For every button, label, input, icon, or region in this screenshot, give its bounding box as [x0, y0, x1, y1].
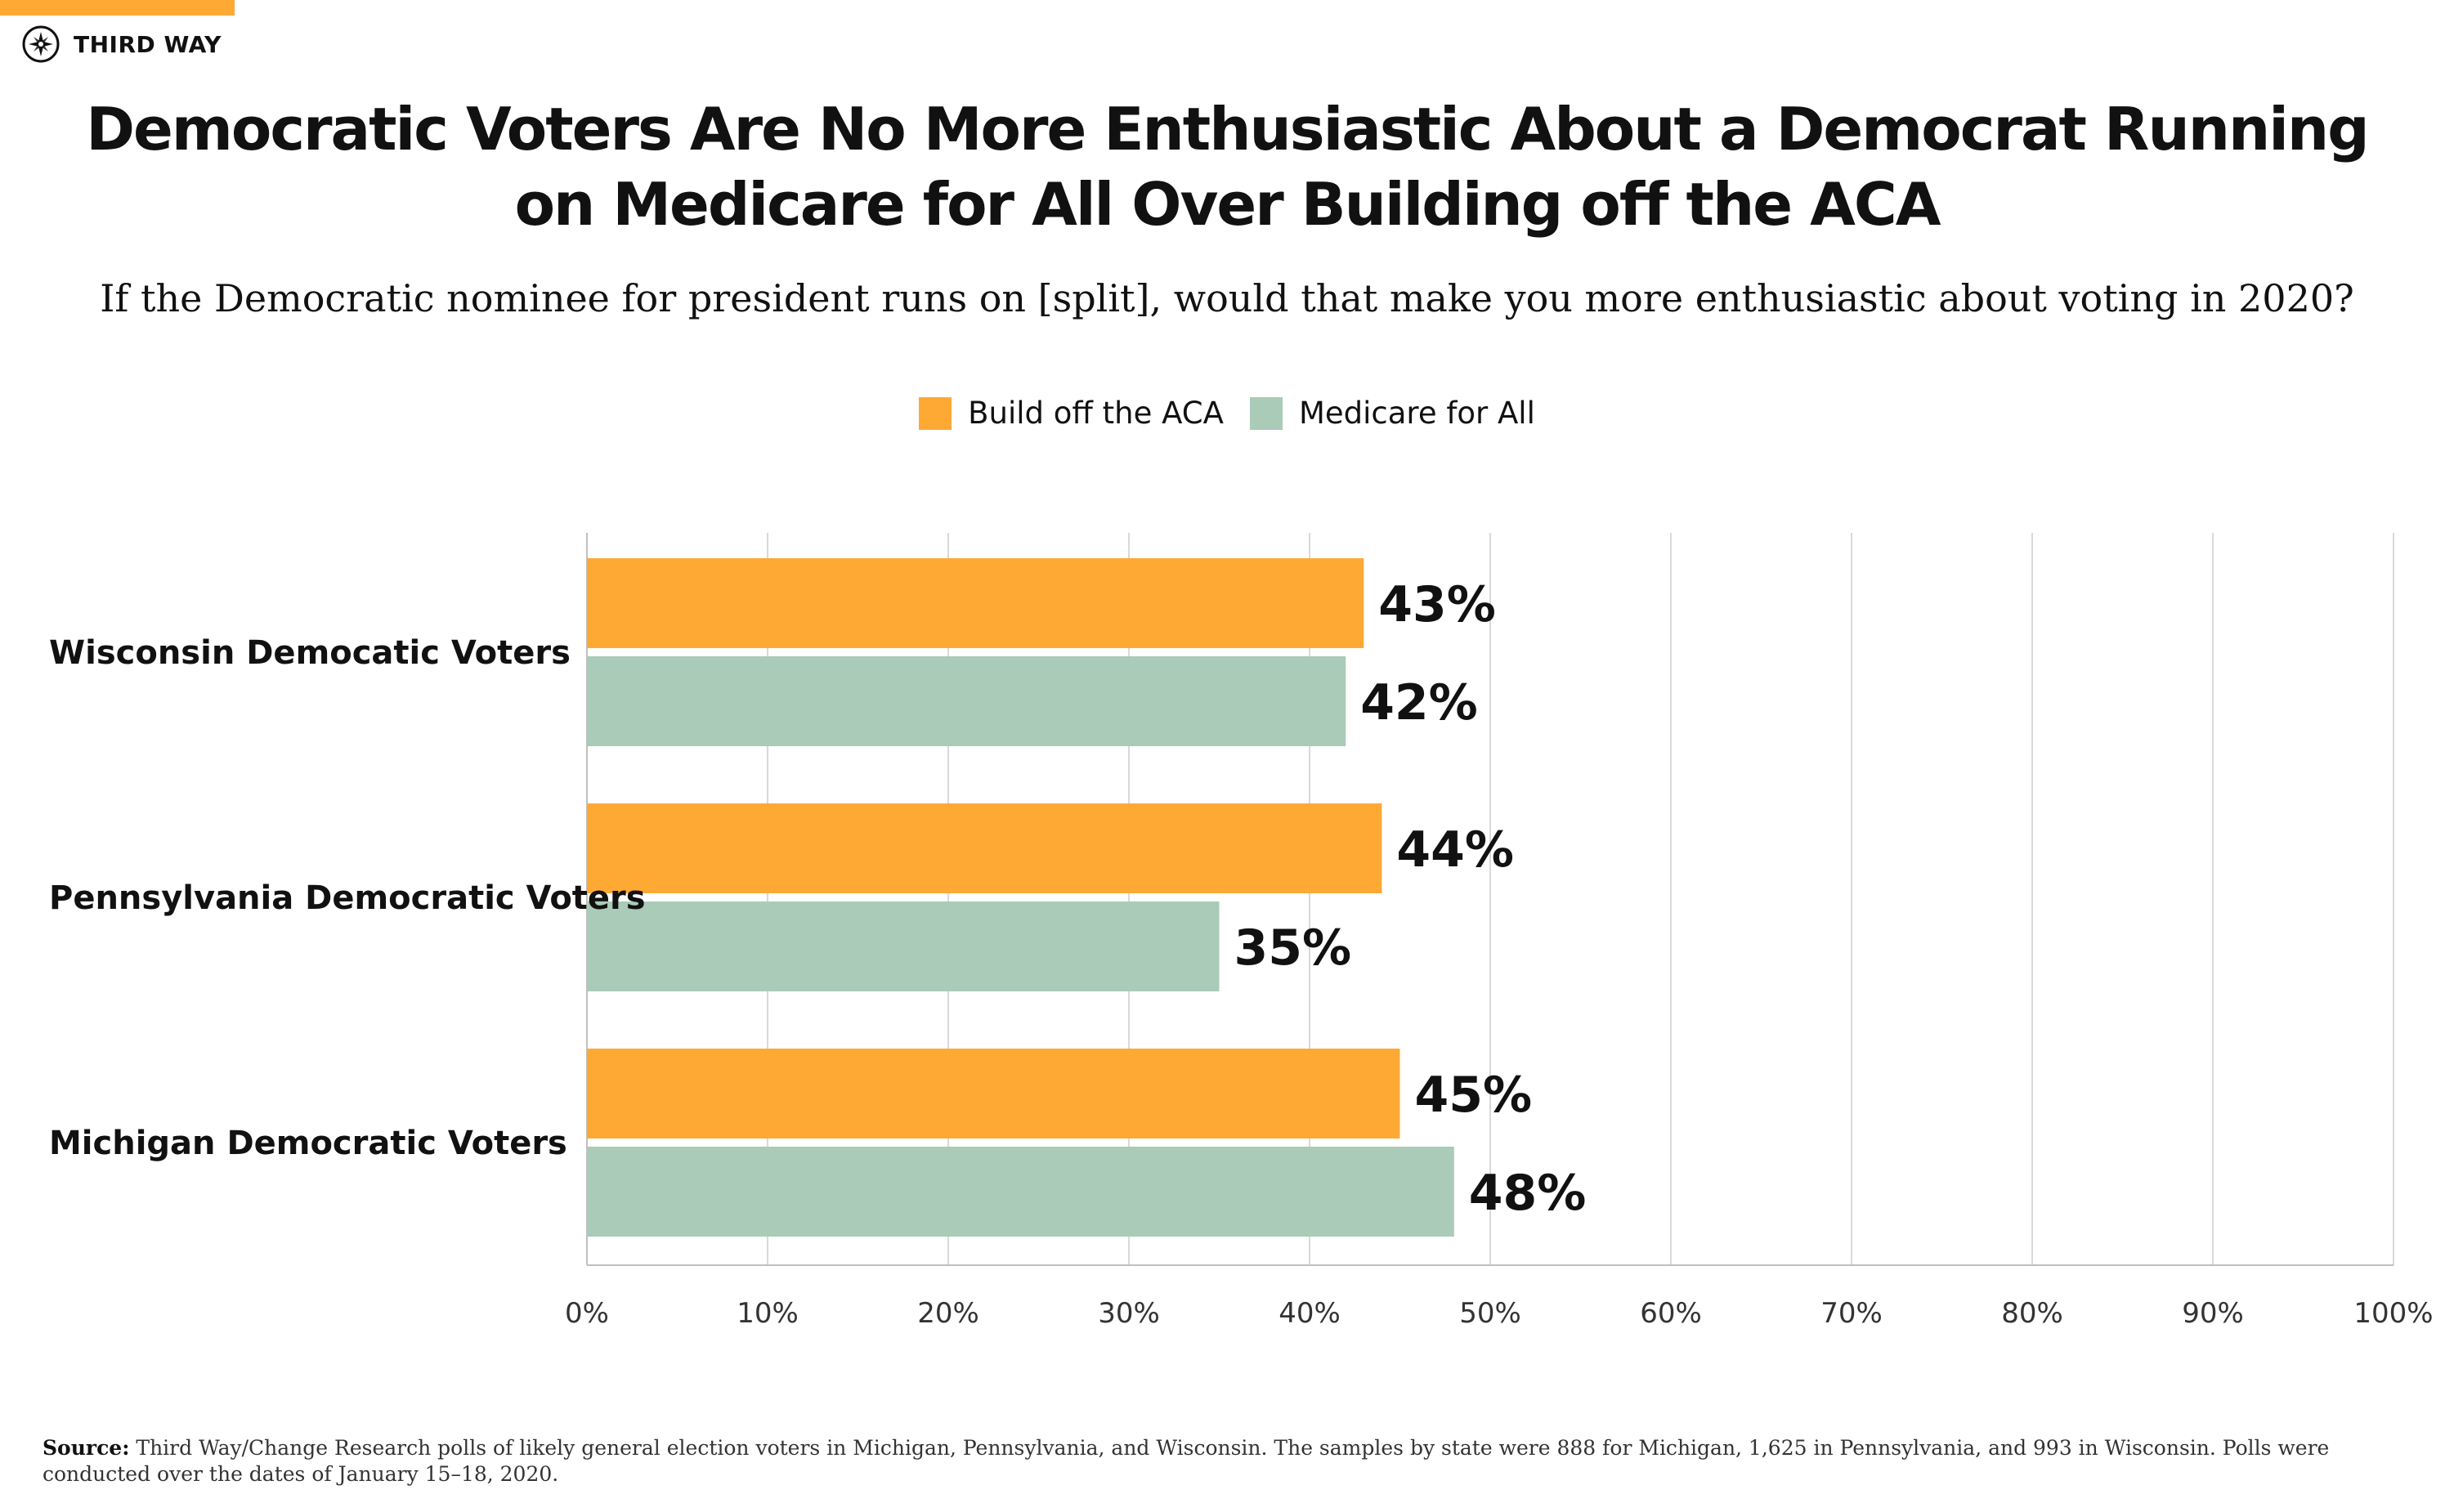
bar-aca-1 [587, 803, 1382, 893]
compass-icon [22, 25, 60, 63]
x-tick-label-10: 10% [737, 1297, 799, 1330]
category-label-0: Wisconsin Democatic Voters [49, 634, 571, 672]
x-tick-label-100: 100% [2353, 1297, 2433, 1330]
x-tick-label-30: 30% [1098, 1297, 1160, 1330]
x-tick-label-20: 20% [917, 1297, 979, 1330]
legend-label-aca: Build off the ACA [968, 396, 1224, 431]
source-text: Third Way/Change Research polls of likel… [43, 1436, 2330, 1486]
chart-legend: Build off the ACA Medicare for All [0, 396, 2454, 431]
chart-subtitle: If the Democratic nominee for president … [100, 276, 2354, 320]
data-label-aca-0: 43% [1378, 576, 1496, 633]
category-label-1: Pennsylvania Democratic Voters [49, 879, 646, 917]
category-label-2: Michigan Democratic Voters [49, 1125, 567, 1162]
x-tick-label-0: 0% [565, 1297, 609, 1330]
data-label-m4a-0: 42% [1360, 674, 1478, 731]
bar-aca-2 [587, 1049, 1400, 1138]
brand-name: THIRD WAY [74, 30, 222, 58]
bar-m4a-0 [587, 656, 1346, 746]
bar-m4a-1 [587, 901, 1220, 991]
bar-m4a-2 [587, 1147, 1454, 1237]
bar-aca-0 [587, 558, 1364, 648]
legend-item-aca: Build off the ACA [919, 396, 1224, 431]
x-tick-label-40: 40% [1278, 1297, 1341, 1330]
data-label-m4a-2: 48% [1469, 1165, 1587, 1222]
source-note: Source: Third Way/Change Research polls … [43, 1435, 2421, 1487]
source-label: Source: [43, 1436, 130, 1460]
brand-logo: THIRD WAY [21, 23, 222, 65]
legend-swatch-aca [919, 396, 952, 430]
x-tick-label-90: 90% [2182, 1297, 2244, 1330]
x-tick-label-80: 80% [2001, 1297, 2063, 1330]
legend-item-m4a: Medicare for All [1249, 396, 1535, 431]
x-tick-label-70: 70% [1820, 1297, 1883, 1330]
data-label-aca-1: 44% [1396, 821, 1514, 879]
legend-swatch-m4a [1249, 396, 1283, 430]
x-tick-label-60: 60% [1640, 1297, 1702, 1330]
data-label-m4a-1: 35% [1234, 919, 1352, 977]
data-label-aca-2: 45% [1415, 1067, 1533, 1124]
top-accent-bar [0, 0, 235, 16]
legend-label-m4a: Medicare for All [1298, 396, 1535, 431]
x-tick-label-50: 50% [1459, 1297, 1521, 1330]
chart-title: Democratic Voters Are No More Enthusiast… [86, 95, 2369, 239]
